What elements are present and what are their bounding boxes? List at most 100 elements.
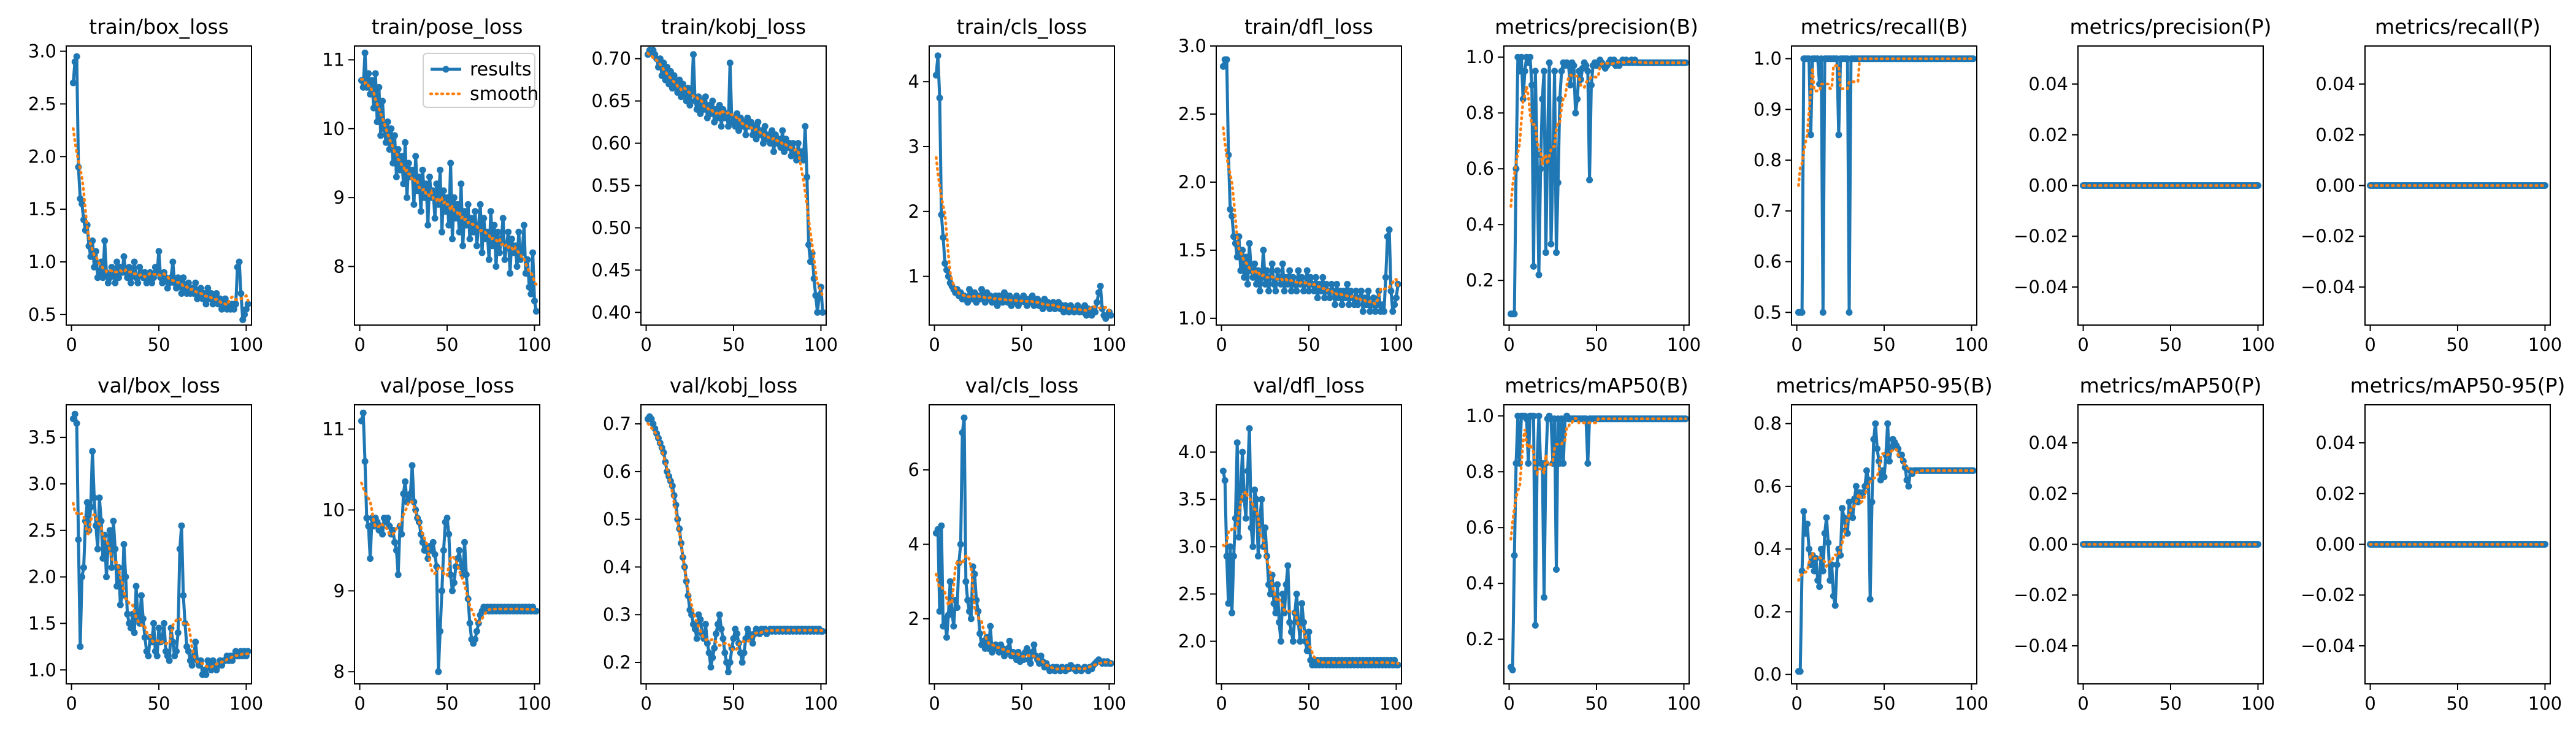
x-tick-label: 100 <box>518 334 551 355</box>
results-point <box>132 583 140 590</box>
results-point <box>466 236 473 243</box>
results-point <box>702 621 709 628</box>
results-point <box>1107 312 1114 319</box>
results-point <box>719 635 727 642</box>
results-point <box>365 523 372 530</box>
results-point <box>113 583 121 590</box>
results-point <box>688 89 696 96</box>
results-point <box>408 462 416 469</box>
results-point <box>217 295 224 302</box>
results-point <box>1346 301 1352 309</box>
results-point <box>721 649 729 656</box>
results-point <box>1241 274 1248 281</box>
y-tick-label: 0.6 <box>1754 251 1782 272</box>
results-point <box>1279 591 1286 597</box>
results-point <box>414 187 421 194</box>
results-point <box>1307 274 1314 281</box>
results-point <box>449 587 456 594</box>
results-point <box>174 274 182 282</box>
smooth-line <box>935 156 1113 316</box>
results-point <box>678 540 684 547</box>
results-point <box>936 608 943 615</box>
results-point <box>679 80 686 88</box>
results-point <box>740 649 748 656</box>
y-tick-label: 0.9 <box>1754 99 1782 120</box>
subplot: val/kobj_loss 0 50 100 0.2 0.3 0.4 0.5 0.6 0.7 <box>603 374 838 714</box>
results-point <box>361 49 369 56</box>
results-point <box>800 156 807 164</box>
results-point <box>532 308 540 315</box>
x-tick-label: 50 <box>1011 334 1033 355</box>
results-point <box>232 301 239 308</box>
x-tick-label: 0 <box>1503 334 1514 355</box>
results-point <box>754 118 762 126</box>
results-point <box>1284 562 1292 569</box>
results-point <box>718 626 725 633</box>
results-point <box>1230 553 1237 560</box>
results-point <box>384 118 391 126</box>
results-point <box>103 573 110 581</box>
results-point <box>1846 309 1853 316</box>
x-tick-label: 0 <box>354 334 365 355</box>
y-tick-label: 0.6 <box>1754 476 1782 497</box>
results-point <box>1528 82 1536 89</box>
x-tick-label: 0 <box>66 334 77 355</box>
x-tick-label: 0 <box>2364 693 2375 714</box>
results-point <box>1314 294 1321 302</box>
results-point <box>391 132 398 139</box>
results-point <box>450 579 458 586</box>
results-point <box>464 201 472 208</box>
subplot-title: metrics/mAP50(B) <box>1505 374 1689 397</box>
results-point <box>966 608 973 615</box>
results-line <box>1798 57 1974 314</box>
results-point <box>697 616 704 623</box>
results-point <box>83 221 91 229</box>
y-tick-label: 1.0 <box>1466 405 1494 426</box>
results-point <box>1286 267 1294 274</box>
results-point <box>493 263 500 270</box>
results-point <box>1814 577 1822 584</box>
y-tick-label: 2.0 <box>28 567 56 588</box>
results-point <box>402 478 409 485</box>
results-point <box>1020 292 1027 299</box>
results-point <box>450 194 458 201</box>
y-tick-label: −0.04 <box>2014 635 2068 656</box>
results-point <box>1572 109 1579 117</box>
results-point <box>1821 530 1828 537</box>
results-line <box>1509 414 1686 672</box>
results-point <box>1037 653 1045 659</box>
results-point <box>1525 59 1532 66</box>
y-tick-label: 10 <box>322 118 345 139</box>
results-point <box>402 139 409 146</box>
results-point <box>174 629 182 637</box>
results-point <box>1279 260 1286 267</box>
results-point <box>1553 566 1560 573</box>
results-point <box>1823 514 1830 521</box>
results-point <box>1248 524 1255 531</box>
results-point <box>959 429 966 436</box>
y-tick-label: 0.65 <box>591 91 631 112</box>
x-tick-label: 50 <box>2447 334 2469 355</box>
subplot: metrics/recall(B) 0 50 100 0.5 0.6 0.7 0.8 0.9 1.… <box>1754 15 1988 355</box>
results-point <box>964 597 972 604</box>
results-point <box>505 228 512 236</box>
results-point <box>1286 619 1294 626</box>
results-point <box>1276 619 1283 626</box>
results-point <box>145 274 152 282</box>
results-point <box>964 299 972 306</box>
results-point <box>1393 294 1400 302</box>
results-point <box>108 264 115 271</box>
results-point <box>1521 67 1528 75</box>
smooth-line <box>1222 488 1400 665</box>
results-point <box>494 228 502 236</box>
results-point <box>99 274 107 282</box>
results-point <box>1367 308 1374 315</box>
results-point <box>120 541 128 548</box>
results-point <box>1326 294 1333 302</box>
results-point <box>1541 67 1547 75</box>
x-tick-label: 100 <box>2528 693 2562 714</box>
x-tick-label: 50 <box>1298 693 1321 714</box>
x-tick-label: 100 <box>518 693 551 714</box>
results-point <box>1219 467 1227 475</box>
y-tick-label: 3.0 <box>1178 36 1206 56</box>
